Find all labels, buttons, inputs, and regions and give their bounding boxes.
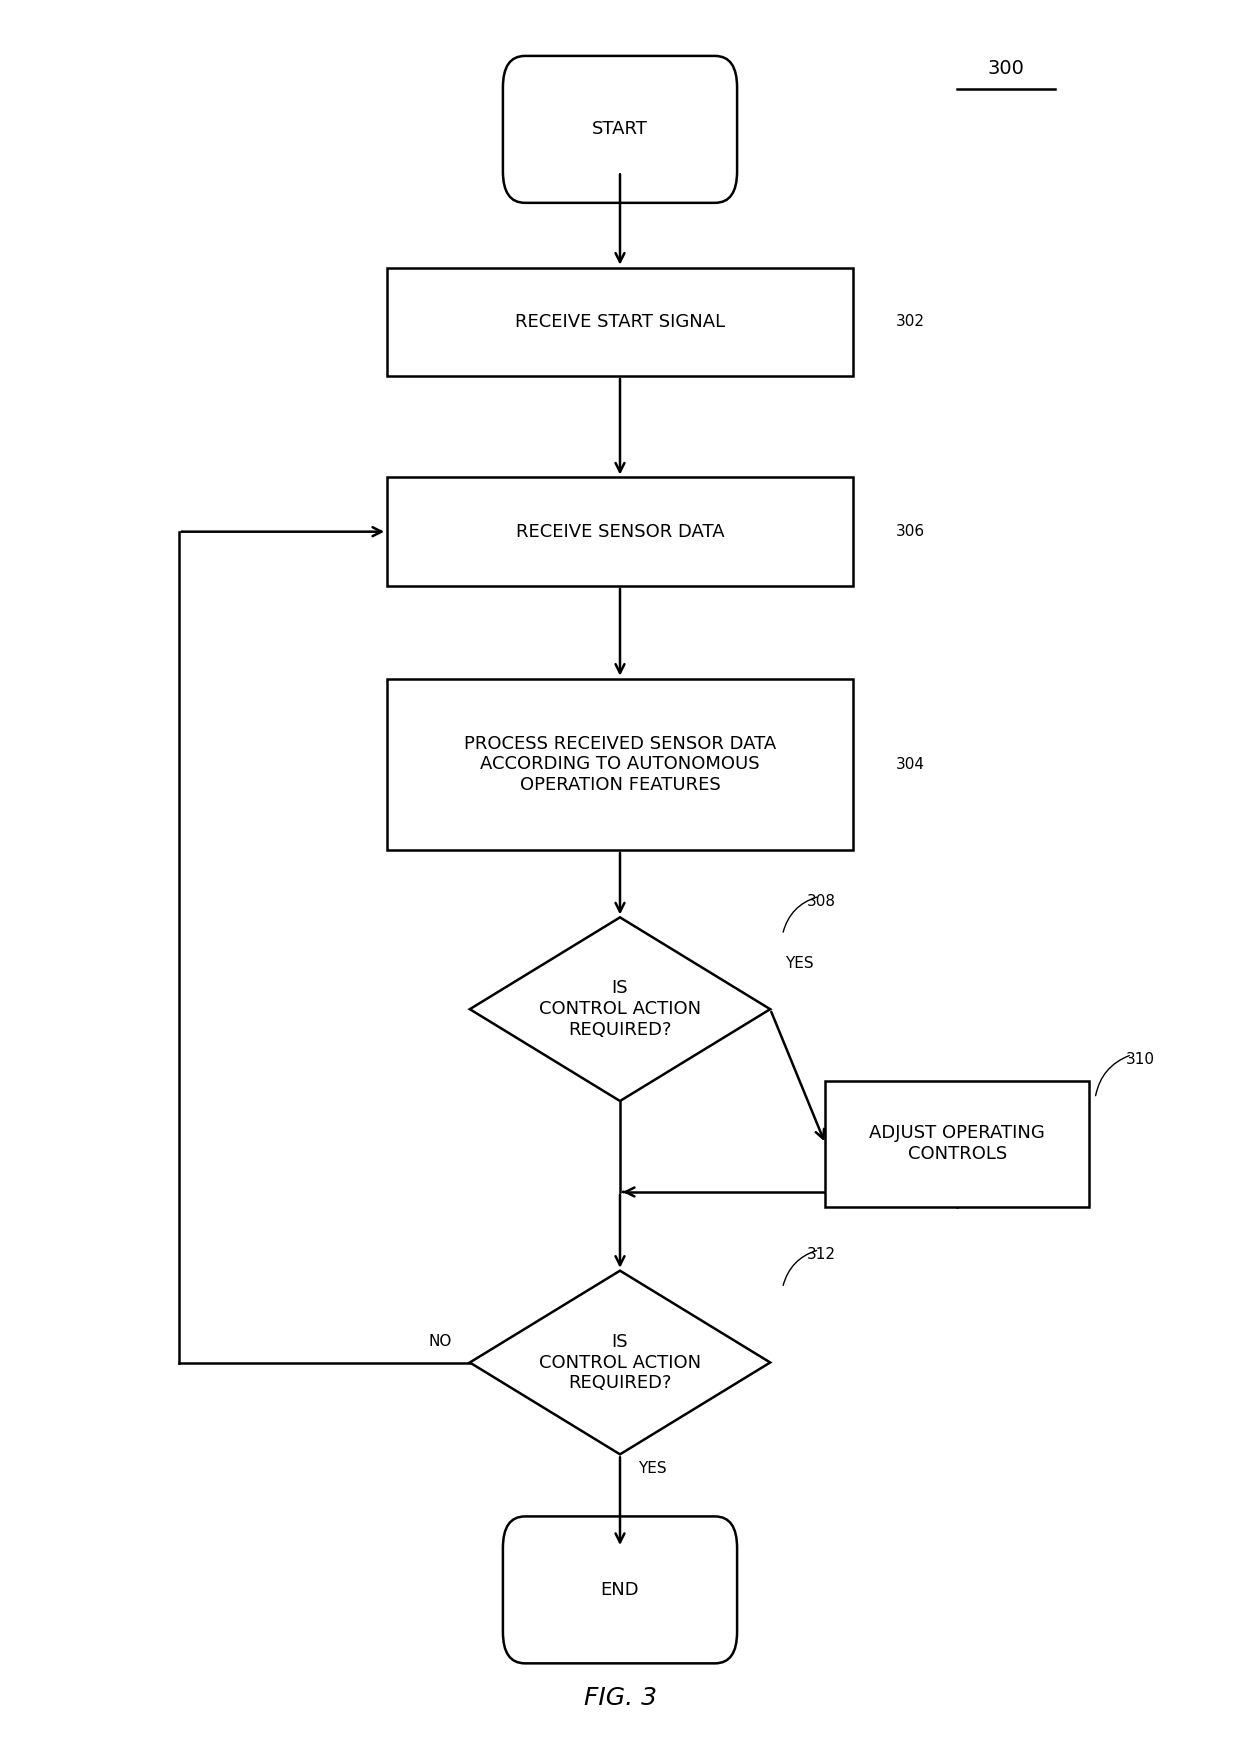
Text: 300: 300 <box>988 58 1024 78</box>
Text: 308: 308 <box>807 894 836 908</box>
Text: IS
CONTROL ACTION
REQUIRED?: IS CONTROL ACTION REQUIRED? <box>539 1333 701 1393</box>
Text: 304: 304 <box>895 756 925 772</box>
Text: PROCESS RECEIVED SENSOR DATA
ACCORDING TO AUTONOMOUS
OPERATION FEATURES: PROCESS RECEIVED SENSOR DATA ACCORDING T… <box>464 735 776 793</box>
Text: ADJUST OPERATING
CONTROLS: ADJUST OPERATING CONTROLS <box>869 1125 1045 1164</box>
Text: START: START <box>591 120 649 138</box>
Bar <box>387 478 853 585</box>
Bar <box>387 679 853 850</box>
Polygon shape <box>470 1271 770 1454</box>
Text: RECEIVE SENSOR DATA: RECEIVE SENSOR DATA <box>516 522 724 541</box>
Text: YES: YES <box>639 1462 667 1476</box>
Text: RECEIVE START SIGNAL: RECEIVE START SIGNAL <box>515 312 725 331</box>
Text: END: END <box>600 1581 640 1599</box>
Text: 302: 302 <box>895 314 925 330</box>
Text: 310: 310 <box>1126 1053 1154 1067</box>
FancyBboxPatch shape <box>503 56 737 203</box>
Text: FIG. 3: FIG. 3 <box>584 1687 656 1710</box>
Bar <box>826 1081 1089 1208</box>
Text: IS
CONTROL ACTION
REQUIRED?: IS CONTROL ACTION REQUIRED? <box>539 980 701 1038</box>
Text: NO: NO <box>428 1333 451 1349</box>
Text: 306: 306 <box>895 524 925 539</box>
Text: 312: 312 <box>807 1246 836 1262</box>
Bar <box>387 268 853 376</box>
Polygon shape <box>470 917 770 1102</box>
FancyBboxPatch shape <box>503 1516 737 1663</box>
Text: YES: YES <box>785 956 813 971</box>
